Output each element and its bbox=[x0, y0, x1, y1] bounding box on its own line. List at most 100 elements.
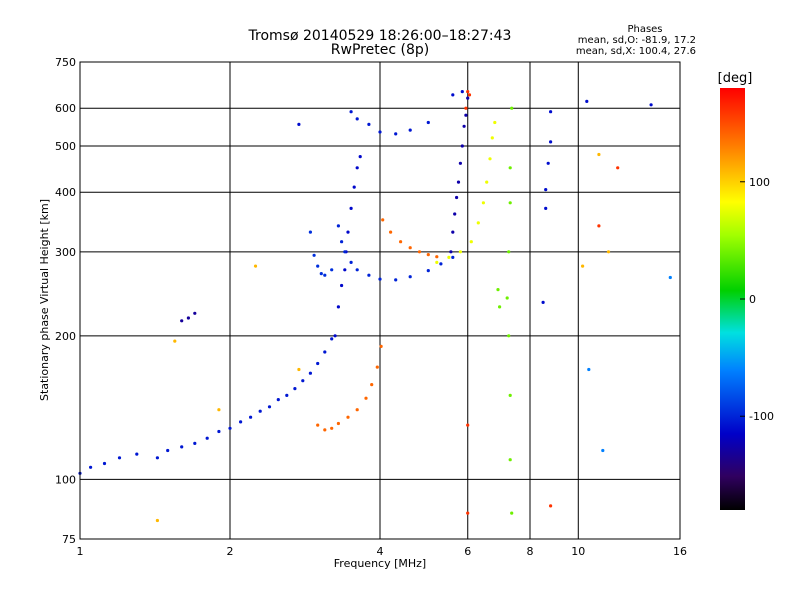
echo-point bbox=[541, 300, 545, 304]
echo-point bbox=[364, 396, 368, 400]
echo-point bbox=[453, 212, 457, 216]
echo-point bbox=[549, 110, 553, 114]
echo-point bbox=[193, 441, 197, 445]
echo-point bbox=[597, 224, 601, 228]
plot-frame bbox=[79, 61, 681, 540]
echo-point bbox=[297, 122, 301, 126]
echo-point bbox=[217, 429, 221, 434]
echo-point bbox=[449, 250, 453, 254]
echo-point bbox=[355, 408, 359, 412]
echo-point bbox=[293, 387, 297, 391]
x-tick-label: 10 bbox=[571, 545, 585, 558]
echo-point bbox=[394, 278, 398, 282]
echo-point bbox=[228, 426, 232, 430]
echo-point bbox=[476, 221, 480, 225]
chart-subtitle: RwPretec (8p) bbox=[331, 42, 429, 58]
echo-point bbox=[505, 296, 509, 300]
echo-point bbox=[117, 456, 122, 460]
echo-point bbox=[426, 253, 430, 257]
echo-point bbox=[649, 103, 653, 107]
echo-point bbox=[336, 421, 340, 426]
y-tick-label: 600 bbox=[55, 102, 76, 115]
echo-point bbox=[426, 269, 430, 273]
echo-point bbox=[330, 426, 334, 430]
echo-point bbox=[340, 283, 344, 288]
echo-point bbox=[346, 230, 350, 234]
echo-point bbox=[451, 255, 455, 259]
echo-point bbox=[155, 456, 159, 460]
y-tick-label: 100 bbox=[55, 473, 76, 486]
x-tick-label: 1 bbox=[77, 545, 84, 558]
y-tick-label: 200 bbox=[55, 330, 76, 343]
echo-point bbox=[343, 268, 347, 272]
echo-point bbox=[451, 93, 455, 97]
chart-title: Tromsø 20140529 18:26:00–18:27:43 bbox=[248, 28, 512, 44]
echo-point bbox=[616, 166, 620, 170]
echo-point bbox=[601, 448, 605, 453]
echo-point bbox=[481, 201, 485, 205]
colorbar-tick-label: -100 bbox=[749, 410, 774, 423]
echo-point bbox=[375, 365, 379, 369]
y-tick-label: 400 bbox=[55, 186, 76, 199]
phase-stats-title: Phases bbox=[627, 24, 662, 35]
echo-point bbox=[508, 201, 512, 205]
echo-point bbox=[323, 273, 327, 277]
echo-point bbox=[316, 264, 320, 268]
echo-point bbox=[89, 465, 93, 469]
colorbar-label: [deg] bbox=[718, 71, 753, 86]
echo-point bbox=[394, 132, 398, 136]
echo-point bbox=[456, 180, 461, 184]
echo-point bbox=[493, 120, 497, 125]
echo-point bbox=[336, 224, 340, 228]
echo-point bbox=[496, 288, 500, 292]
echo-point bbox=[507, 250, 511, 254]
echo-point bbox=[399, 240, 403, 244]
echo-point bbox=[585, 99, 589, 103]
echo-point bbox=[239, 420, 243, 424]
echo-point bbox=[370, 383, 374, 387]
y-tick-label: 300 bbox=[55, 246, 76, 259]
echo-point bbox=[379, 344, 383, 348]
echo-point bbox=[308, 371, 312, 375]
x-tick-label: 8 bbox=[527, 545, 534, 558]
echo-point bbox=[464, 106, 468, 110]
echo-point bbox=[316, 361, 320, 366]
echo-point bbox=[349, 260, 353, 264]
echo-point bbox=[308, 230, 312, 234]
echo-point bbox=[460, 90, 464, 94]
echo-point bbox=[258, 409, 262, 413]
echo-point bbox=[467, 93, 472, 97]
echo-point bbox=[349, 206, 353, 210]
echo-point bbox=[389, 230, 393, 234]
echo-point bbox=[426, 120, 430, 125]
y-tick-label: 500 bbox=[55, 140, 76, 153]
echo-point bbox=[355, 117, 359, 121]
echo-point bbox=[466, 423, 470, 427]
data-points bbox=[78, 90, 672, 523]
echo-point bbox=[451, 230, 455, 234]
echo-point bbox=[485, 180, 489, 184]
echo-point bbox=[458, 250, 462, 254]
colorbar-tick-label: 100 bbox=[749, 176, 770, 189]
echo-point bbox=[466, 96, 470, 100]
echo-point bbox=[323, 428, 327, 432]
echo-point bbox=[381, 218, 385, 222]
echo-point bbox=[508, 393, 512, 397]
axis-ticks: 1 2 4 6 8 10 16 75 100 200 300 400 500 600 750 bbox=[55, 56, 687, 558]
echo-point bbox=[336, 305, 340, 309]
echo-point bbox=[498, 305, 502, 309]
y-tick-label: 750 bbox=[55, 56, 76, 69]
colorbar-ticks: 100 0 -100 bbox=[740, 176, 774, 423]
echo-point bbox=[267, 405, 272, 409]
x-axis-label: Frequency [MHz] bbox=[334, 557, 426, 570]
echo-point bbox=[606, 250, 611, 254]
echo-point bbox=[549, 140, 553, 144]
echo-point bbox=[417, 250, 422, 254]
echo-point bbox=[408, 128, 412, 132]
echo-point bbox=[587, 367, 591, 372]
echo-point bbox=[346, 415, 350, 419]
echo-point bbox=[249, 415, 253, 419]
x-tick-label: 2 bbox=[227, 545, 234, 558]
echo-point bbox=[180, 319, 184, 323]
